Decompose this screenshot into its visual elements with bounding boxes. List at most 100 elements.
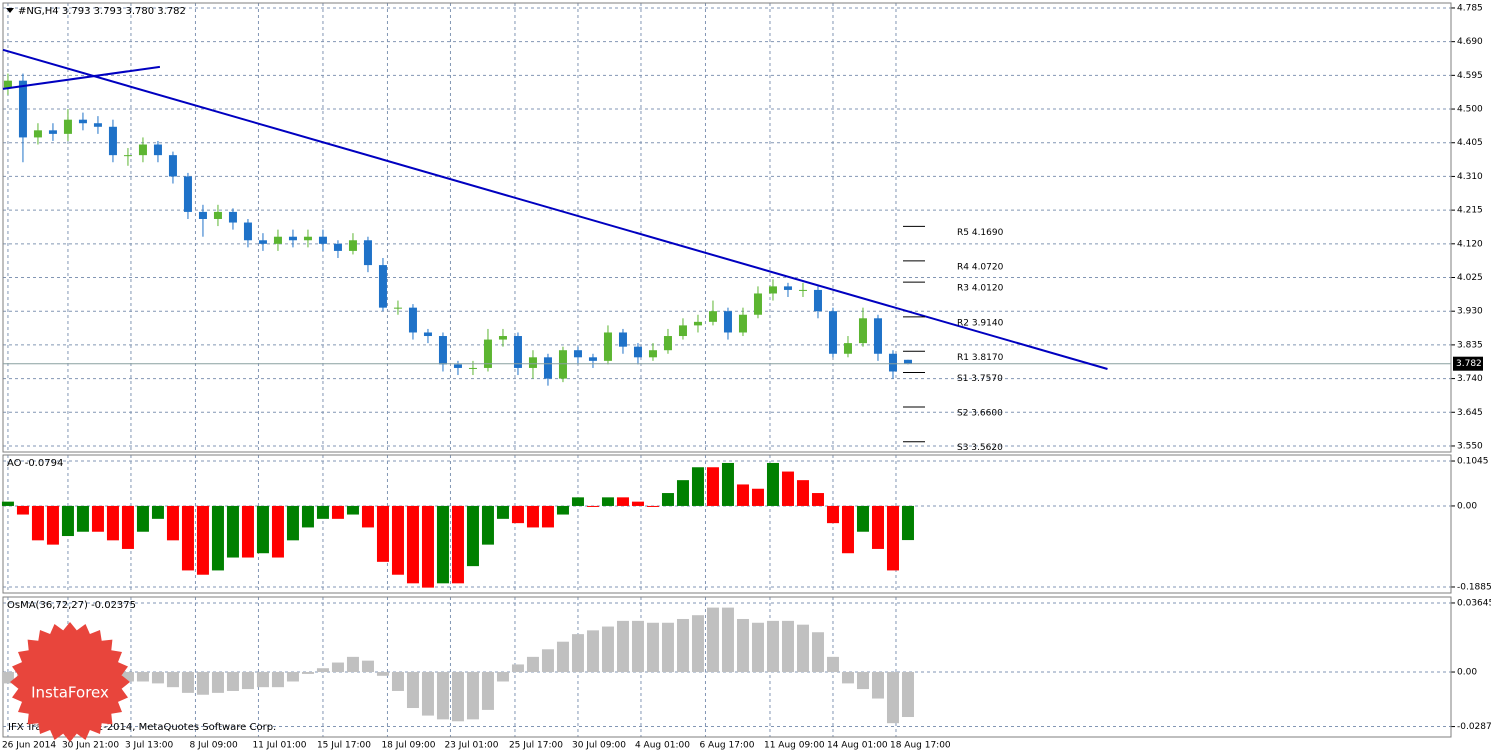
histogram-bar — [691, 615, 704, 673]
histogram-bar — [781, 471, 794, 506]
histogram-bar — [556, 505, 569, 515]
candle-body — [813, 289, 822, 312]
histogram-bar — [241, 672, 254, 690]
histogram-bar — [466, 505, 479, 567]
histogram-bar — [451, 505, 464, 584]
histogram-bar — [391, 672, 404, 691]
x-tick-label: 4 Aug 01:00 — [635, 741, 690, 751]
x-tick-label: 18 Aug 17:00 — [890, 741, 951, 751]
x-tick-label: 25 Jul 17:00 — [509, 741, 563, 751]
panel-frame — [2, 454, 1452, 594]
candle-body — [828, 311, 837, 354]
candle-body — [648, 350, 657, 358]
candle-body — [273, 236, 282, 244]
histogram-bar — [316, 668, 329, 673]
histogram-bar — [316, 505, 329, 519]
histogram-bar — [766, 462, 779, 506]
x-tick-label: 6 Aug 17:00 — [699, 741, 754, 751]
histogram-bar — [391, 505, 404, 575]
histogram-bar — [346, 656, 359, 673]
histogram-bar — [571, 497, 584, 506]
y-tick-label: 4.405 — [1457, 138, 1483, 148]
x-tick-label: 18 Jul 09:00 — [381, 741, 435, 751]
histogram-bar — [796, 480, 809, 506]
candle-body — [543, 357, 552, 379]
candle-body — [378, 265, 387, 308]
candle-body — [33, 130, 42, 138]
pivot-label: R1 3.8170 — [957, 353, 1004, 363]
pivot-label: R5 4.1690 — [957, 228, 1004, 238]
candle-body — [483, 339, 492, 368]
pivot-label: S3 3.5620 — [957, 443, 1003, 453]
histogram-bar — [346, 505, 359, 515]
panel-title: #NG,H4 3.793 3.793 3.780 3.782 — [18, 6, 186, 17]
candle-body — [693, 321, 702, 326]
candle-body — [573, 350, 582, 358]
x-tick-label: 30 Jun 21:00 — [62, 741, 119, 751]
histogram-bar — [166, 672, 179, 688]
histogram-bar — [406, 672, 419, 709]
histogram-bar — [496, 672, 509, 682]
histogram-bar — [106, 505, 119, 541]
pivot-label: S1 3.7570 — [957, 374, 1003, 384]
histogram-bar — [631, 620, 644, 673]
candle-body — [528, 357, 537, 368]
current-price-box — [1453, 356, 1483, 371]
pivot-label: S2 3.6600 — [957, 408, 1003, 418]
candle-body — [888, 353, 897, 372]
histogram-bar — [526, 656, 539, 673]
histogram-bar — [436, 505, 449, 584]
histogram-bar — [481, 672, 494, 710]
candle-body — [78, 119, 87, 124]
candle-body — [603, 332, 612, 361]
x-tick-label: 3 Jul 13:00 — [125, 741, 174, 751]
histogram-bar — [301, 505, 314, 528]
histogram-bar — [601, 497, 614, 506]
current-price-label: 3.782 — [1456, 359, 1482, 369]
panel-frame — [2, 596, 1452, 738]
footer: IFX Trader, © 2001-2014, MetaQuotes Soft… — [8, 722, 276, 733]
y-tick-label: 3.835 — [1457, 340, 1483, 350]
histogram-bar — [286, 672, 299, 682]
logo-text: InstaForex — [31, 684, 109, 702]
histogram-bar — [1, 672, 14, 684]
histogram-bar — [151, 505, 164, 519]
trendline — [2, 48, 1108, 370]
histogram-bar — [646, 505, 659, 507]
candle-body — [708, 311, 717, 322]
x-tick-label: 23 Jul 01:00 — [444, 741, 498, 751]
histogram-bar — [61, 505, 74, 537]
histogram-bar — [421, 672, 434, 716]
histogram-bar — [706, 467, 719, 506]
candle-body — [393, 307, 402, 309]
histogram-bar — [616, 620, 629, 673]
x-tick-label: 8 Jul 09:00 — [189, 741, 238, 751]
histogram-bar — [271, 672, 284, 688]
pivot-label: R3 4.0120 — [957, 284, 1004, 294]
y-tick-label: 3.550 — [1457, 441, 1483, 451]
histogram-bar — [526, 505, 539, 528]
candle-body — [348, 240, 357, 251]
histogram-bar — [751, 488, 764, 506]
candle-body — [93, 123, 102, 127]
candle-body — [63, 119, 72, 134]
y-tick-label: -0.02879 — [1457, 722, 1491, 732]
candle-body — [843, 343, 852, 354]
candle-body — [873, 318, 882, 354]
histogram-bar — [256, 672, 269, 688]
candle-body — [513, 336, 522, 368]
y-tick-label: 4.215 — [1457, 206, 1483, 216]
histogram-bar — [136, 505, 149, 532]
candle-body — [183, 176, 192, 212]
candle-body — [153, 144, 162, 156]
histogram-bar — [361, 660, 374, 673]
histogram-bar — [496, 505, 509, 519]
candle-body — [498, 336, 507, 340]
histogram-bar — [376, 672, 389, 676]
candle-body — [468, 367, 477, 369]
histogram-bar — [91, 505, 104, 532]
candle-body — [48, 130, 57, 134]
histogram-bar — [136, 672, 149, 682]
candle-body — [288, 236, 297, 241]
